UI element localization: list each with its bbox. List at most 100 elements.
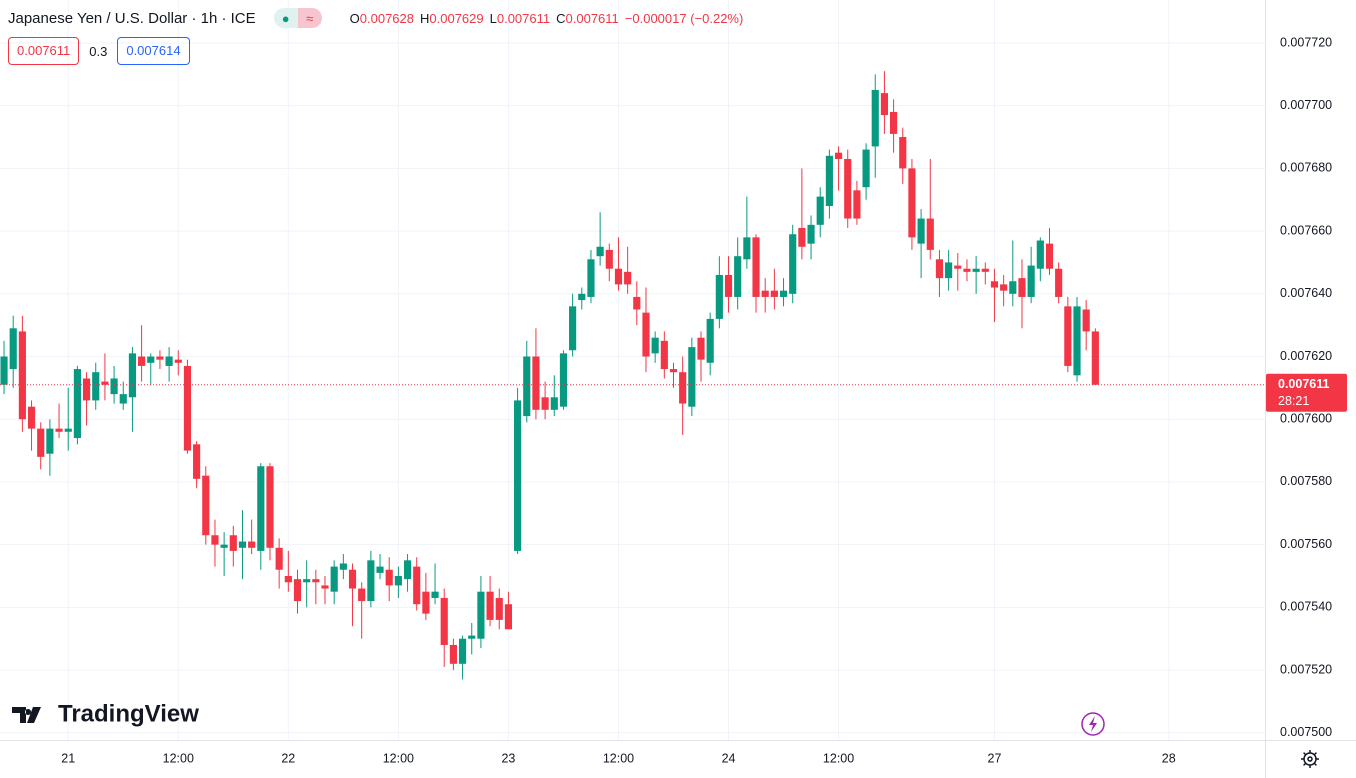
candle-body <box>486 591 494 620</box>
symbol-title[interactable]: Japanese Yen / U.S. Dollar · 1h · ICE <box>8 9 256 27</box>
candle-body <box>376 566 384 573</box>
candle-body <box>422 591 430 614</box>
market-status[interactable]: ● ≈ <box>273 8 322 28</box>
y-tick-label: 0.007660 <box>1280 223 1332 237</box>
ohlc-key: C <box>556 10 566 26</box>
candle-body <box>110 378 118 395</box>
ohlc-value: 0.007629 <box>429 10 484 26</box>
candle-body <box>46 428 54 454</box>
y-tick-label: 0.007580 <box>1280 474 1332 488</box>
y-tick-label: 0.007700 <box>1280 98 1332 112</box>
candle-body <box>1082 309 1090 332</box>
candle-body <box>789 234 797 294</box>
candle-body <box>202 475 210 536</box>
candle-body <box>1027 265 1035 297</box>
candle-body <box>477 591 485 639</box>
candle-body <box>385 569 393 586</box>
change: −0.000017 (−0.22%) <box>624 10 744 26</box>
candle-body <box>312 579 320 583</box>
x-tick-label: 23 <box>501 751 515 765</box>
y-tick-label: 0.007540 <box>1280 600 1332 614</box>
candle-body <box>73 369 81 439</box>
candle-body <box>569 306 577 351</box>
candle-body <box>981 268 989 272</box>
candle-body <box>339 563 347 570</box>
candle-body <box>532 356 540 410</box>
spread: 0.3 <box>89 43 108 59</box>
candle-body <box>0 356 8 385</box>
candle-body <box>458 638 467 664</box>
ask-price[interactable]: 0.007614 <box>117 37 190 65</box>
x-tick-label: 28 <box>1162 751 1176 765</box>
candle-body <box>614 268 623 285</box>
ohlc-key: L <box>489 10 497 26</box>
x-tick-label: 21 <box>61 751 75 765</box>
candle-body <box>220 544 228 548</box>
price-tag <box>1266 373 1347 412</box>
settings-icon[interactable] <box>1301 750 1319 768</box>
candle-body <box>211 535 219 545</box>
candle-body <box>495 597 503 620</box>
bid-ask: 0.007611 0.3 0.007614 <box>8 37 190 65</box>
candle-body <box>504 604 512 630</box>
candle-body <box>413 566 421 605</box>
candle-body <box>890 111 898 134</box>
candle-body <box>1055 268 1063 297</box>
candle-body <box>761 290 769 297</box>
legend: Japanese Yen / U.S. Dollar · 1h · ICE ● ≈… <box>8 8 743 28</box>
candle-body <box>706 318 714 363</box>
candle-body <box>651 337 659 354</box>
candle-body <box>1036 240 1044 269</box>
candle-body <box>119 394 127 404</box>
candle-body <box>293 579 302 602</box>
candle-body <box>330 566 338 592</box>
ohlc-key: H <box>420 10 430 26</box>
candle-body <box>1045 243 1054 269</box>
candle-body <box>358 588 366 602</box>
candle-body <box>807 224 815 244</box>
candle-body <box>18 331 26 420</box>
candle-body <box>147 356 155 363</box>
candle-body <box>770 290 778 297</box>
candle-body <box>724 274 733 297</box>
candle-body <box>679 372 687 404</box>
candle-body <box>844 158 852 219</box>
x-tick-label: 12:00 <box>383 751 414 765</box>
ohlc-value: 0.007611 <box>496 10 551 26</box>
candle-body <box>798 227 806 247</box>
watermark: TradingView <box>58 700 199 727</box>
candle-body <box>303 579 311 583</box>
y-tick-label: 0.007600 <box>1280 412 1332 426</box>
candle-body <box>945 262 953 279</box>
candle-body <box>624 271 632 285</box>
candle-body <box>752 237 760 297</box>
candle-body <box>165 356 173 366</box>
candle-body <box>633 296 641 310</box>
candle-body <box>596 246 604 257</box>
candle-body <box>816 196 824 225</box>
candle-body <box>1009 281 1017 294</box>
candle-body <box>972 268 980 272</box>
candle-body <box>779 290 788 297</box>
candle-body <box>82 378 91 401</box>
candle-body <box>431 591 439 598</box>
candle-body <box>853 190 861 219</box>
candle-body <box>1073 306 1081 376</box>
ohlc-key: O <box>349 10 360 26</box>
ohlc-value: 0.007628 <box>359 10 414 26</box>
x-tick-label: 22 <box>281 751 295 765</box>
candle-body <box>935 259 944 279</box>
candle-body <box>697 337 705 360</box>
candle-body <box>825 155 833 207</box>
bid-price[interactable]: 0.007611 <box>8 37 80 65</box>
candle-body <box>174 359 182 363</box>
y-tick-label: 0.007720 <box>1280 35 1332 49</box>
candle-body <box>403 560 412 580</box>
candle-body <box>834 152 843 159</box>
candle-body <box>101 381 109 385</box>
y-tick-label: 0.007560 <box>1280 537 1332 551</box>
candle-body <box>550 397 558 410</box>
alert-icon[interactable] <box>1081 712 1105 736</box>
candle-body <box>1000 284 1008 291</box>
